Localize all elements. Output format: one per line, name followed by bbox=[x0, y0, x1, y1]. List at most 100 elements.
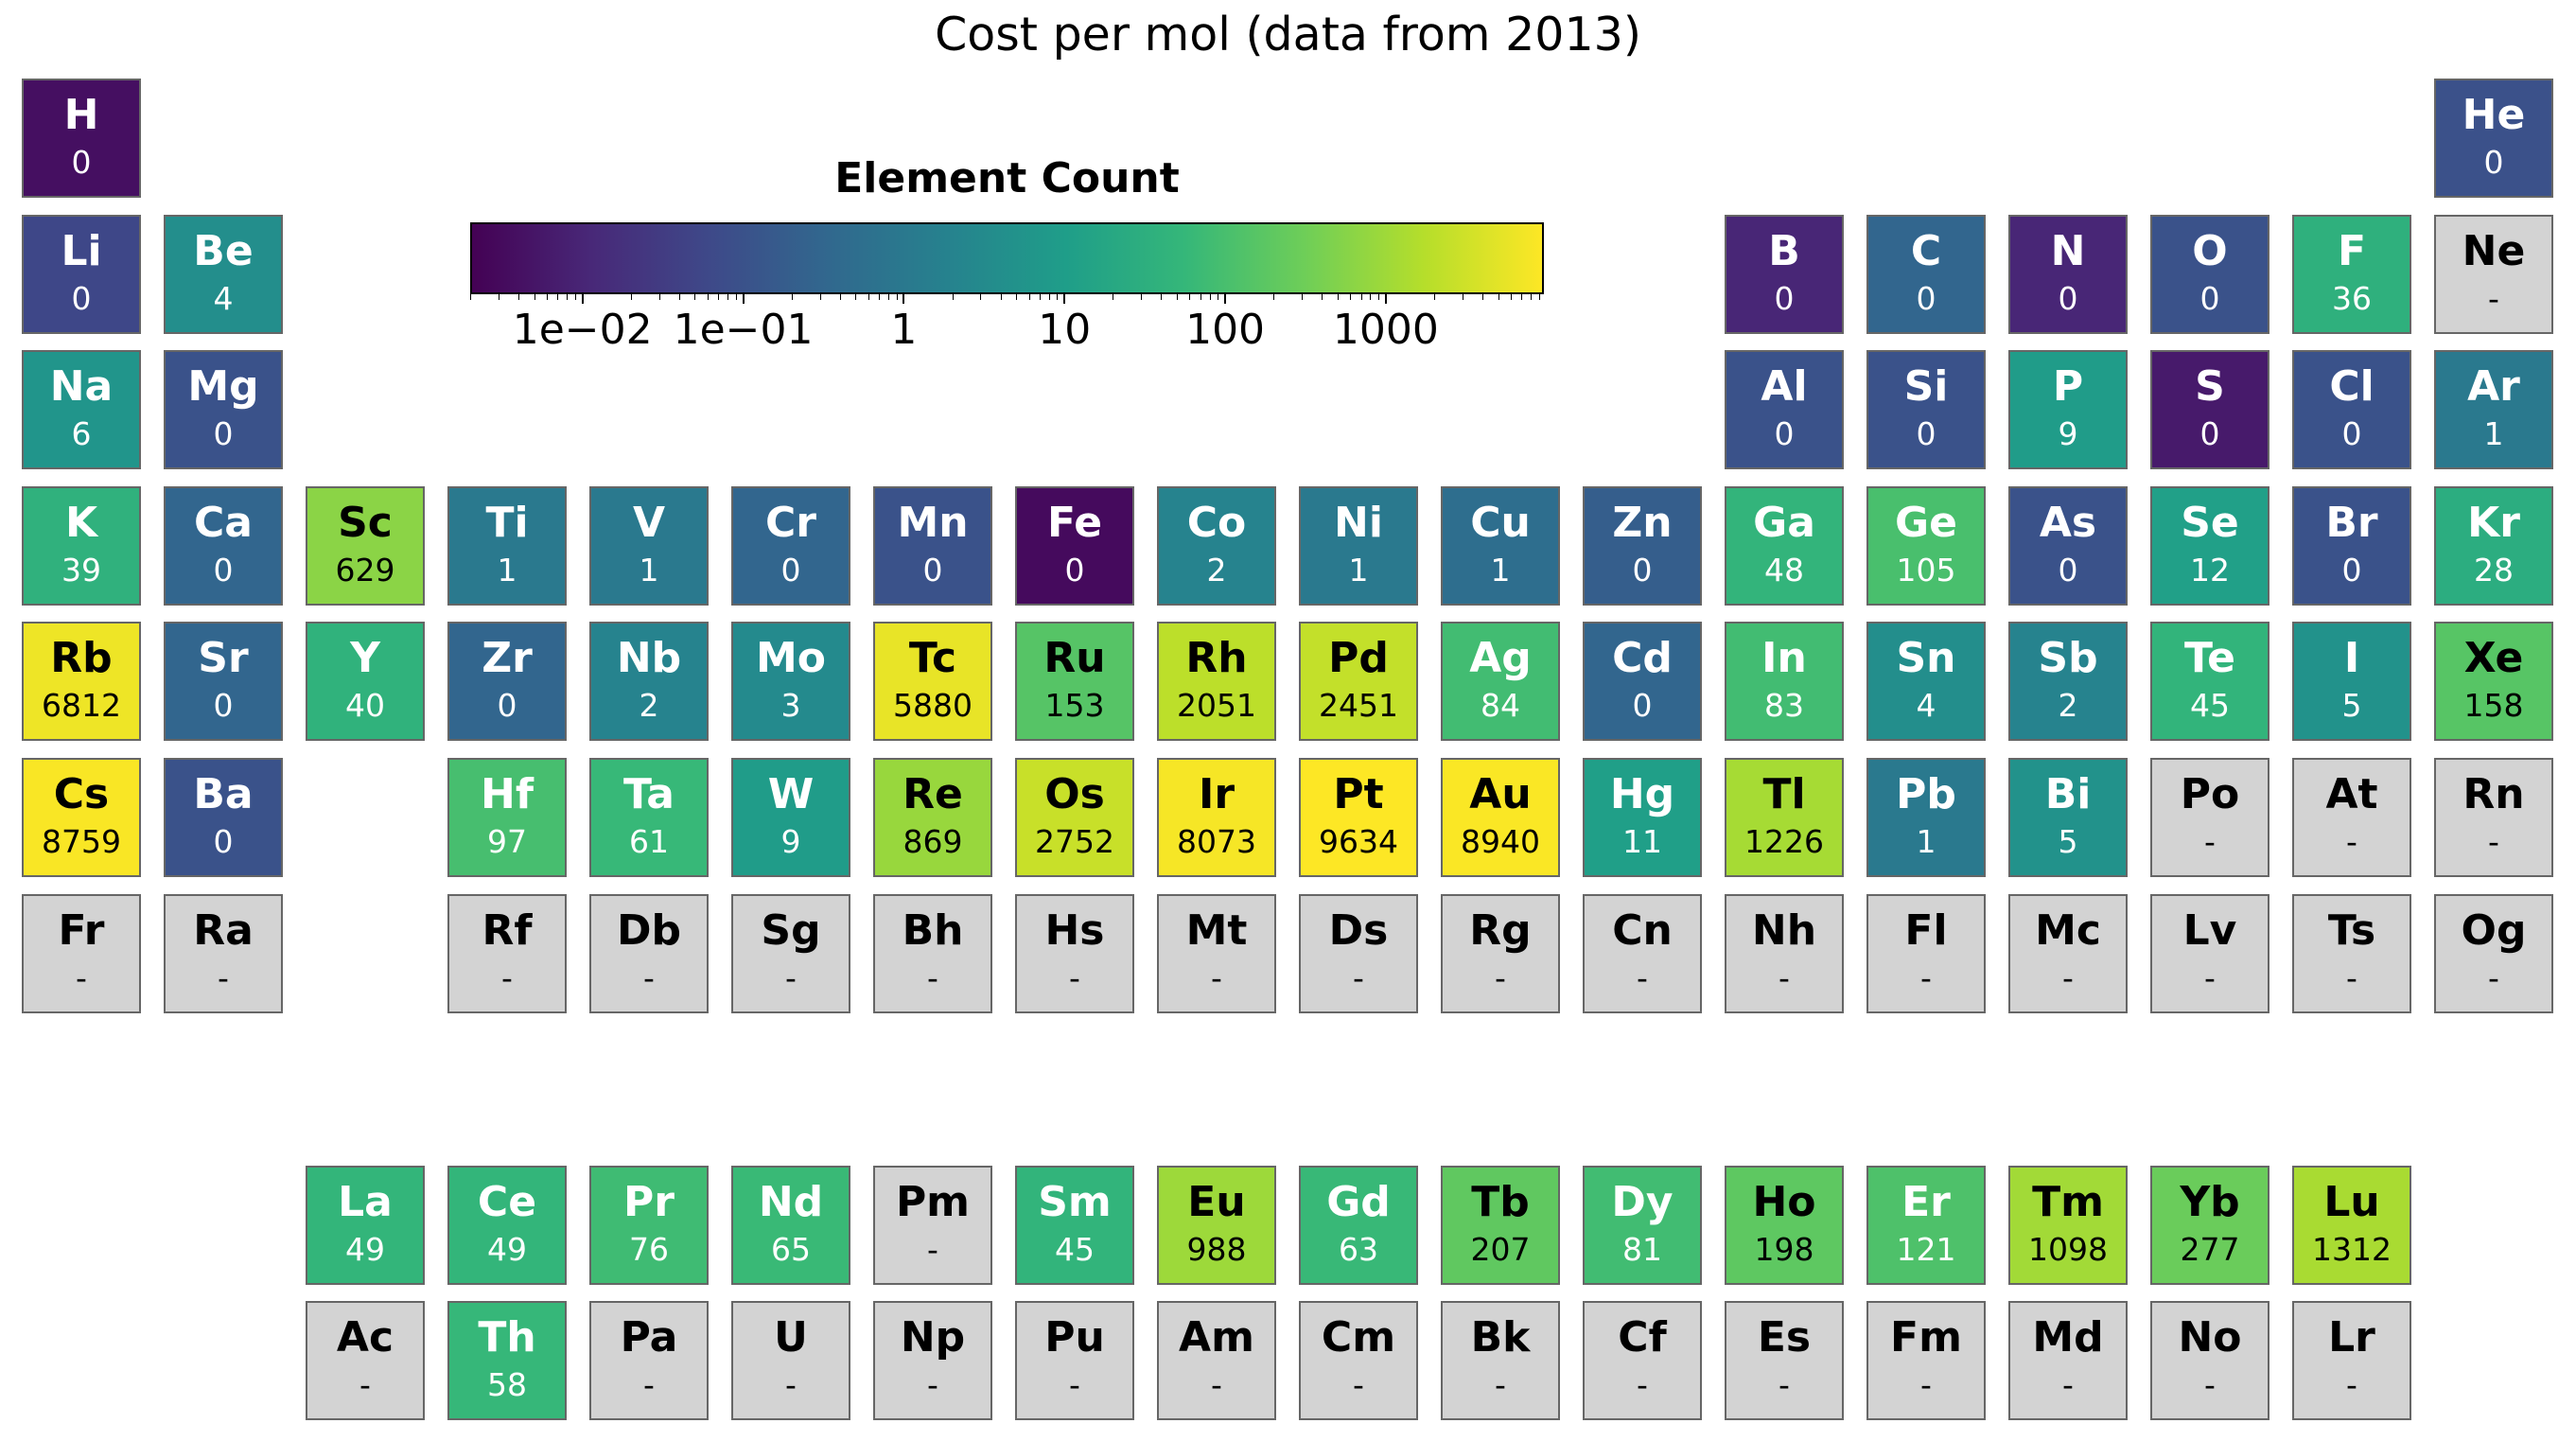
element-cell-se: Se 12 bbox=[2150, 486, 2269, 606]
element-symbol: Er bbox=[1901, 1178, 1951, 1226]
element-cell-og: Og - bbox=[2434, 894, 2553, 1013]
element-value: 0 bbox=[1916, 280, 1936, 317]
element-cell-fe: Fe 0 bbox=[1015, 486, 1134, 606]
element-symbol: Kr bbox=[2467, 499, 2520, 547]
element-cell-si: Si 0 bbox=[1866, 350, 1986, 469]
element-symbol: Nd bbox=[758, 1178, 824, 1226]
element-cell-th: Th 58 bbox=[447, 1301, 567, 1420]
element-cell-pu: Pu - bbox=[1015, 1301, 1134, 1420]
element-symbol: Og bbox=[2461, 906, 2527, 955]
element-symbol: Sg bbox=[761, 906, 821, 955]
element-value: 76 bbox=[629, 1231, 669, 1268]
element-cell-ga: Ga 48 bbox=[1725, 486, 1844, 606]
element-symbol: Rb bbox=[50, 634, 113, 682]
element-value: - bbox=[1353, 1366, 1364, 1403]
colorbar-minor-tick bbox=[718, 294, 720, 300]
colorbar-minor-tick bbox=[1378, 294, 1380, 300]
element-cell-in: In 83 bbox=[1725, 622, 1844, 741]
element-value: - bbox=[1353, 959, 1364, 996]
element-symbol: Ho bbox=[1752, 1178, 1816, 1226]
element-cell-ra: Ra - bbox=[164, 894, 283, 1013]
element-symbol: Ga bbox=[1753, 499, 1815, 547]
element-symbol: Mn bbox=[897, 499, 969, 547]
element-value: 9 bbox=[2058, 415, 2078, 452]
colorbar-minor-tick bbox=[547, 294, 549, 300]
colorbar-label: Element Count bbox=[834, 154, 1180, 202]
colorbar-minor-tick bbox=[1161, 294, 1163, 300]
element-symbol: Ts bbox=[2327, 906, 2376, 955]
element-symbol: Rg bbox=[1469, 906, 1532, 955]
element-value: - bbox=[76, 959, 87, 996]
element-value: - bbox=[1637, 959, 1648, 996]
element-cell-sr: Sr 0 bbox=[164, 622, 283, 741]
element-value: - bbox=[785, 1366, 797, 1403]
element-symbol: Ni bbox=[1334, 499, 1383, 547]
element-cell-be: Be 4 bbox=[164, 215, 283, 334]
element-symbol: Cl bbox=[2329, 362, 2374, 411]
element-value: - bbox=[2062, 1366, 2074, 1403]
element-symbol: In bbox=[1761, 634, 1807, 682]
element-cell-rg: Rg - bbox=[1441, 894, 1560, 1013]
element-value: 2 bbox=[639, 687, 659, 724]
element-cell-ds: Ds - bbox=[1299, 894, 1418, 1013]
element-symbol: Gd bbox=[1326, 1178, 1391, 1226]
element-cell-li: Li 0 bbox=[22, 215, 141, 334]
element-cell-kr: Kr 28 bbox=[2434, 486, 2553, 606]
element-symbol: Bk bbox=[1470, 1313, 1531, 1362]
element-symbol: Cf bbox=[1618, 1313, 1667, 1362]
colorbar-minor-tick bbox=[1370, 294, 1372, 300]
element-symbol: Ce bbox=[477, 1178, 537, 1226]
element-symbol: No bbox=[2178, 1313, 2242, 1362]
colorbar-minor-tick bbox=[1028, 294, 1030, 300]
element-value: - bbox=[643, 1366, 655, 1403]
element-value: - bbox=[2346, 959, 2357, 996]
element-symbol: Am bbox=[1179, 1313, 1254, 1362]
element-symbol: Pd bbox=[1328, 634, 1389, 682]
element-value: 0 bbox=[71, 280, 92, 317]
element-value: 8759 bbox=[42, 823, 121, 860]
element-symbol: Cd bbox=[1612, 634, 1673, 682]
element-cell-u: U- bbox=[731, 1301, 850, 1420]
element-cell-rb: Rb 6812 bbox=[22, 622, 141, 741]
element-value: 9 bbox=[780, 823, 801, 860]
element-symbol: Pb bbox=[1896, 770, 1956, 818]
element-symbol: Hg bbox=[1609, 770, 1675, 818]
colorbar-minor-tick bbox=[574, 294, 576, 300]
element-value: 4 bbox=[1916, 687, 1936, 724]
element-value: - bbox=[1779, 1366, 1790, 1403]
element-cell-tc: Tc 5880 bbox=[873, 622, 992, 741]
element-symbol: Rf bbox=[482, 906, 533, 955]
colorbar-minor-tick bbox=[707, 294, 709, 300]
element-cell-po: Po - bbox=[2150, 758, 2269, 877]
colorbar-minor-tick bbox=[727, 294, 729, 300]
element-symbol: Lv bbox=[2182, 906, 2237, 955]
element-value: 0 bbox=[1774, 280, 1795, 317]
element-value: 1 bbox=[1490, 552, 1511, 589]
element-value: - bbox=[927, 959, 938, 996]
element-symbol: Tc bbox=[908, 634, 957, 682]
element-cell-pt: Pt 9634 bbox=[1299, 758, 1418, 877]
element-symbol: He bbox=[2462, 91, 2526, 139]
element-symbol: Ti bbox=[485, 499, 529, 547]
element-cell-ir: Ir 8073 bbox=[1157, 758, 1276, 877]
element-symbol: Po bbox=[2180, 770, 2240, 818]
element-value: 6 bbox=[71, 415, 92, 452]
element-value: 39 bbox=[61, 552, 101, 589]
element-value: 0 bbox=[2483, 144, 2504, 181]
element-symbol: Ar bbox=[2467, 362, 2520, 411]
element-cell-mo: Mo 3 bbox=[731, 622, 850, 741]
colorbar bbox=[470, 222, 1544, 294]
element-symbol: Eu bbox=[1187, 1178, 1246, 1226]
element-cell-k: K 39 bbox=[22, 486, 141, 606]
element-cell-as: As 0 bbox=[2008, 486, 2128, 606]
element-value: 5 bbox=[2058, 823, 2078, 860]
element-value: 1098 bbox=[2028, 1231, 2108, 1268]
element-symbol: Sc bbox=[338, 499, 393, 547]
element-value: - bbox=[501, 959, 513, 996]
element-cell-cl: Cl 0 bbox=[2292, 350, 2411, 469]
element-symbol: Cn bbox=[1612, 906, 1673, 955]
element-cell-pd: Pd 2451 bbox=[1299, 622, 1418, 741]
element-symbol: Sr bbox=[198, 634, 249, 682]
